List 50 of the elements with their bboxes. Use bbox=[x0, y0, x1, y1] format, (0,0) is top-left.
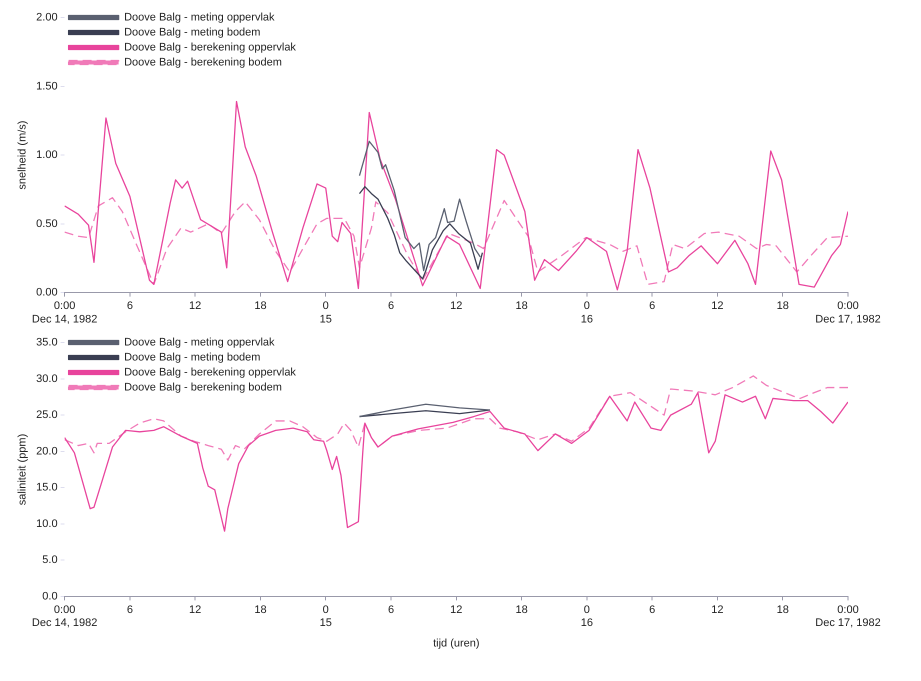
y-tick-label: 1.00 bbox=[36, 149, 58, 162]
x-tick-label: 0 16 bbox=[580, 300, 593, 326]
legend-label: Doove Balg - meting bodem bbox=[124, 26, 260, 39]
x-tick-label: 0 16 bbox=[580, 604, 593, 630]
legend-label: Doove Balg - meting oppervlak bbox=[124, 12, 276, 24]
legend-label: Doove Balg - berekening oppervlak bbox=[124, 42, 296, 54]
x-tick-label: 6 bbox=[126, 300, 133, 312]
y-axis-title: snelheid (m/s) bbox=[16, 120, 29, 190]
y-tick-label: 30.0 bbox=[36, 372, 58, 385]
x-tick-label: 6 bbox=[388, 604, 394, 616]
legend-label: Doove Balg - berekening oppervlak bbox=[124, 366, 296, 379]
x-tick-label: 18 bbox=[776, 300, 789, 312]
y-tick-label: 15.0 bbox=[36, 482, 58, 494]
x-tick-label: 0:00 Dec 17, 1982 bbox=[815, 300, 881, 326]
x-tick-label: 12 bbox=[450, 604, 462, 616]
legend-label: Doove Balg - meting bodem bbox=[124, 352, 260, 364]
y-tick-label: 0.50 bbox=[36, 218, 58, 230]
y-axis-title: saliniteit (ppm) bbox=[16, 434, 29, 506]
y-tick-label: 25.0 bbox=[36, 409, 58, 422]
x-axis-title: tijd (uren) bbox=[433, 637, 480, 650]
x-tick-label: 18 bbox=[515, 604, 528, 616]
y-tick-label: 10.0 bbox=[36, 518, 58, 530]
y-tick-label: 35.0 bbox=[36, 336, 58, 349]
y-tick-label: 20.0 bbox=[36, 445, 58, 458]
y-tick-label: 2.00 bbox=[36, 12, 58, 24]
legend-label: Doove Balg - berekening bodem bbox=[124, 382, 282, 394]
y-tick-label: 5.0 bbox=[42, 554, 58, 566]
x-tick-label: 6 bbox=[388, 300, 394, 312]
x-tick-label: 6 bbox=[126, 604, 133, 616]
x-tick-label: 0:00 Dec 14, 1982 bbox=[32, 604, 98, 630]
x-tick-label: 0:00 Dec 17, 1982 bbox=[815, 604, 881, 630]
x-tick-label: 18 bbox=[515, 300, 528, 312]
x-tick-label: 18 bbox=[776, 604, 789, 616]
x-tick-label: 12 bbox=[711, 300, 724, 312]
y-tick-label: 1.50 bbox=[36, 80, 58, 92]
legend-label: Doove Balg - berekening bodem bbox=[124, 56, 282, 69]
x-tick-label: 6 bbox=[649, 604, 656, 616]
x-tick-label: 18 bbox=[254, 300, 267, 312]
x-tick-label: 12 bbox=[189, 300, 202, 312]
y-tick-label: 0.00 bbox=[36, 286, 58, 299]
y-tick-label: 0.0 bbox=[42, 590, 58, 602]
x-tick-label: 0 15 bbox=[320, 300, 332, 326]
x-tick-label: 0:00 Dec 14, 1982 bbox=[32, 300, 98, 326]
x-tick-label: 12 bbox=[450, 300, 462, 312]
x-tick-label: 12 bbox=[711, 604, 724, 616]
x-tick-label: 18 bbox=[254, 604, 267, 616]
x-tick-label: 0 15 bbox=[320, 604, 332, 630]
x-tick-label: 12 bbox=[189, 604, 202, 616]
x-tick-label: 6 bbox=[649, 300, 656, 312]
legend-label: Doove Balg - meting oppervlak bbox=[124, 336, 276, 349]
